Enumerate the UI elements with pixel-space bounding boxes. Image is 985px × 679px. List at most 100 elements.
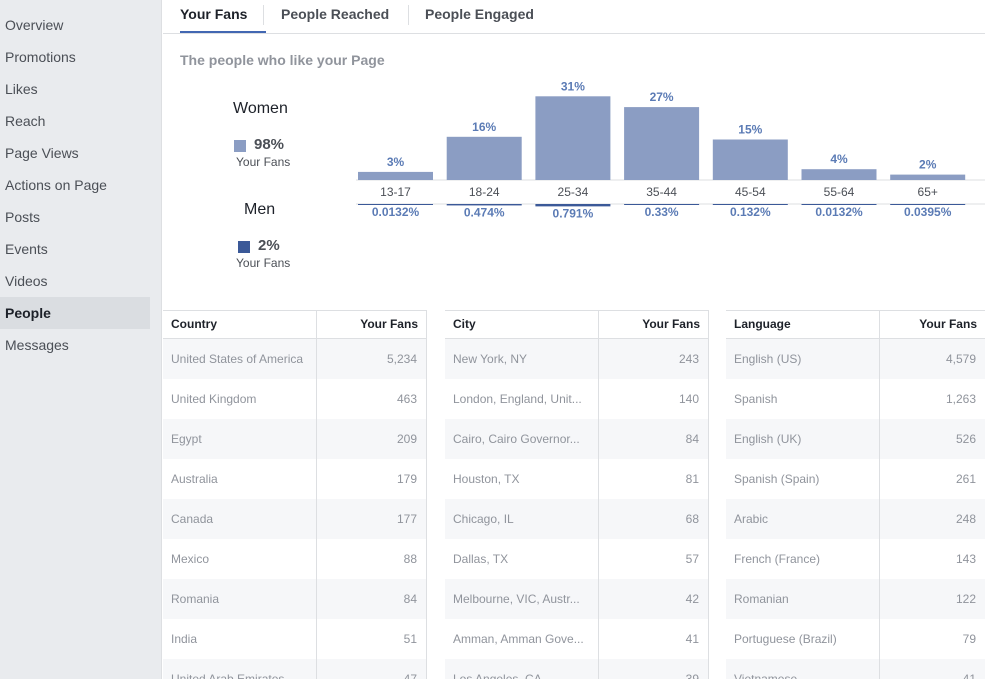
men-bar-45-54[interactable]: [712, 204, 788, 205]
city-name-cell: Chicago, IL: [453, 512, 514, 526]
country-name-cell: Romania: [171, 592, 220, 606]
language-name-cell: French (France): [734, 552, 821, 566]
sidebar-item-people[interactable]: People: [0, 297, 150, 329]
country-name-cell: United Arab Emirates: [171, 672, 285, 679]
women-data-label: 4%: [830, 152, 848, 166]
city-name-cell: Amman, Amman Gove...: [453, 632, 584, 646]
fan-count-cell: 47: [403, 672, 417, 679]
your-fans-column-header[interactable]: Your Fans: [919, 317, 977, 331]
country-name-cell: Mexico: [171, 552, 210, 566]
women-bar-25-34[interactable]: [535, 96, 611, 180]
your-fans-column-header[interactable]: Your Fans: [642, 317, 700, 331]
women-percentage: 98%: [254, 136, 285, 153]
table-gap: [426, 310, 445, 679]
sidebar-item-reach[interactable]: Reach: [5, 113, 46, 129]
women-label: Women: [233, 100, 288, 117]
language-table-row: French (France) 143: [726, 539, 985, 579]
tab-your-fans[interactable]: Your Fans: [180, 0, 266, 33]
sidebar-item-videos[interactable]: Videos: [5, 273, 48, 289]
fan-count-cell: 248: [955, 512, 976, 526]
fan-count-cell: 179: [396, 472, 417, 486]
sidebar-item-promotions[interactable]: Promotions: [5, 49, 76, 65]
language-table-row: English (US) 4,579: [726, 339, 985, 379]
country-column-header[interactable]: Country: [171, 317, 217, 331]
men-bar-13-17[interactable]: [358, 204, 433, 205]
section-title: The people who like your Page: [180, 52, 385, 68]
country-table-row: United States of America 5,234: [163, 339, 426, 379]
city-column-header[interactable]: City: [453, 317, 476, 331]
men-bar-55-64[interactable]: [801, 204, 877, 205]
age-gender-bar-chart: 3% 13-17 0.0132% 16% 18-24 0.474% 31% 25-34 0.79…: [356, 79, 985, 220]
country-name-cell: United Kingdom: [171, 392, 257, 406]
tab-people-engaged[interactable]: People Engaged: [425, 6, 534, 22]
sidebar-item-actions-on-page[interactable]: Actions on Page: [5, 177, 107, 193]
men-bar-25-34[interactable]: [535, 204, 611, 207]
fan-count-cell: 39: [685, 672, 699, 679]
language-table-row: Romanian 122: [726, 579, 985, 619]
men-bar-18-24[interactable]: [446, 204, 522, 206]
sidebar-item-page-views[interactable]: Page Views: [5, 145, 79, 161]
fan-count-cell: 84: [403, 592, 417, 606]
tab-people-reached[interactable]: People Reached: [281, 6, 390, 22]
men-bar-35-44[interactable]: [624, 204, 700, 205]
table-border: [708, 310, 709, 679]
sidebar-item-likes[interactable]: Likes: [5, 81, 38, 97]
language-column-header[interactable]: Language: [734, 317, 791, 331]
fan-count-cell: 122: [955, 592, 976, 606]
tab-bar: Your Fans People Reached People Engaged: [163, 0, 985, 34]
language-table-header: Language Your Fans: [726, 310, 985, 339]
men-bar-65+[interactable]: [890, 204, 966, 205]
city-name-cell: Dallas, TX: [453, 552, 509, 566]
city-table-row: Melbourne, VIC, Austr... 42: [445, 579, 708, 619]
fan-count-cell: 79: [962, 632, 976, 646]
fan-count-cell: 68: [685, 512, 699, 526]
men-data-label: 0.474%: [464, 205, 505, 219]
sidebar-item-events[interactable]: Events: [5, 241, 48, 257]
men-data-label: 0.0132%: [815, 205, 863, 219]
country-table-row: Mexico 88: [163, 539, 426, 579]
sidebar-item-messages[interactable]: Messages: [5, 337, 69, 353]
men-data-label: 0.0132%: [372, 205, 420, 219]
country-table-row: India 51: [163, 619, 426, 659]
women-data-label: 15%: [738, 123, 762, 137]
women-bar-65+[interactable]: [890, 174, 966, 180]
fan-count-cell: 57: [685, 552, 699, 566]
language-table-row: Portuguese (Brazil) 79: [726, 619, 985, 659]
city-table-row: Amman, Amman Gove... 41: [445, 619, 708, 659]
fan-count-cell: 143: [955, 552, 976, 566]
fan-count-cell: 42: [685, 592, 699, 606]
city-name-cell: New York, NY: [453, 352, 528, 366]
women-bar-13-17[interactable]: [358, 171, 433, 180]
your-fans-column-header[interactable]: Your Fans: [360, 317, 418, 331]
fan-count-cell: 177: [396, 512, 417, 526]
women-data-label: 3%: [387, 155, 405, 169]
sidebar-item-posts[interactable]: Posts: [5, 209, 41, 225]
fan-count-cell: 243: [678, 352, 699, 366]
women-bar-45-54[interactable]: [712, 139, 788, 181]
country-name-cell: Egypt: [171, 432, 202, 446]
column-divider: [879, 310, 880, 679]
city-table-row: Cairo, Cairo Governor... 84: [445, 419, 708, 459]
country-name-cell: Australia: [171, 472, 218, 486]
men-percentage: 2%: [258, 237, 280, 254]
language-table-row: Arabic 248: [726, 499, 985, 539]
men-label: Men: [244, 201, 276, 218]
fan-count-cell: 84: [685, 432, 699, 446]
city-table-header: City Your Fans: [445, 310, 708, 339]
age-tick-label: 55-64: [824, 185, 855, 199]
city-name-cell: Cairo, Cairo Governor...: [453, 432, 580, 446]
fan-count-cell: 140: [678, 392, 699, 406]
age-tick-label: 65+: [918, 185, 938, 199]
country-table-row: Egypt 209: [163, 419, 426, 459]
men-data-label: 0.791%: [553, 206, 594, 220]
main-panel: Your Fans People Reached People Engaged …: [163, 0, 985, 679]
women-bar-35-44[interactable]: [624, 107, 700, 180]
women-bar-18-24[interactable]: [446, 136, 522, 180]
sidebar-item-overview[interactable]: Overview: [5, 17, 64, 33]
language-name-cell: Spanish (Spain): [734, 472, 820, 486]
city-table-row: Dallas, TX 57: [445, 539, 708, 579]
city-table-row: Los Angeles, CA 39: [445, 659, 708, 679]
men-swatch: [238, 241, 250, 253]
age-tick-label: 13-17: [380, 185, 411, 199]
women-bar-55-64[interactable]: [801, 169, 877, 180]
